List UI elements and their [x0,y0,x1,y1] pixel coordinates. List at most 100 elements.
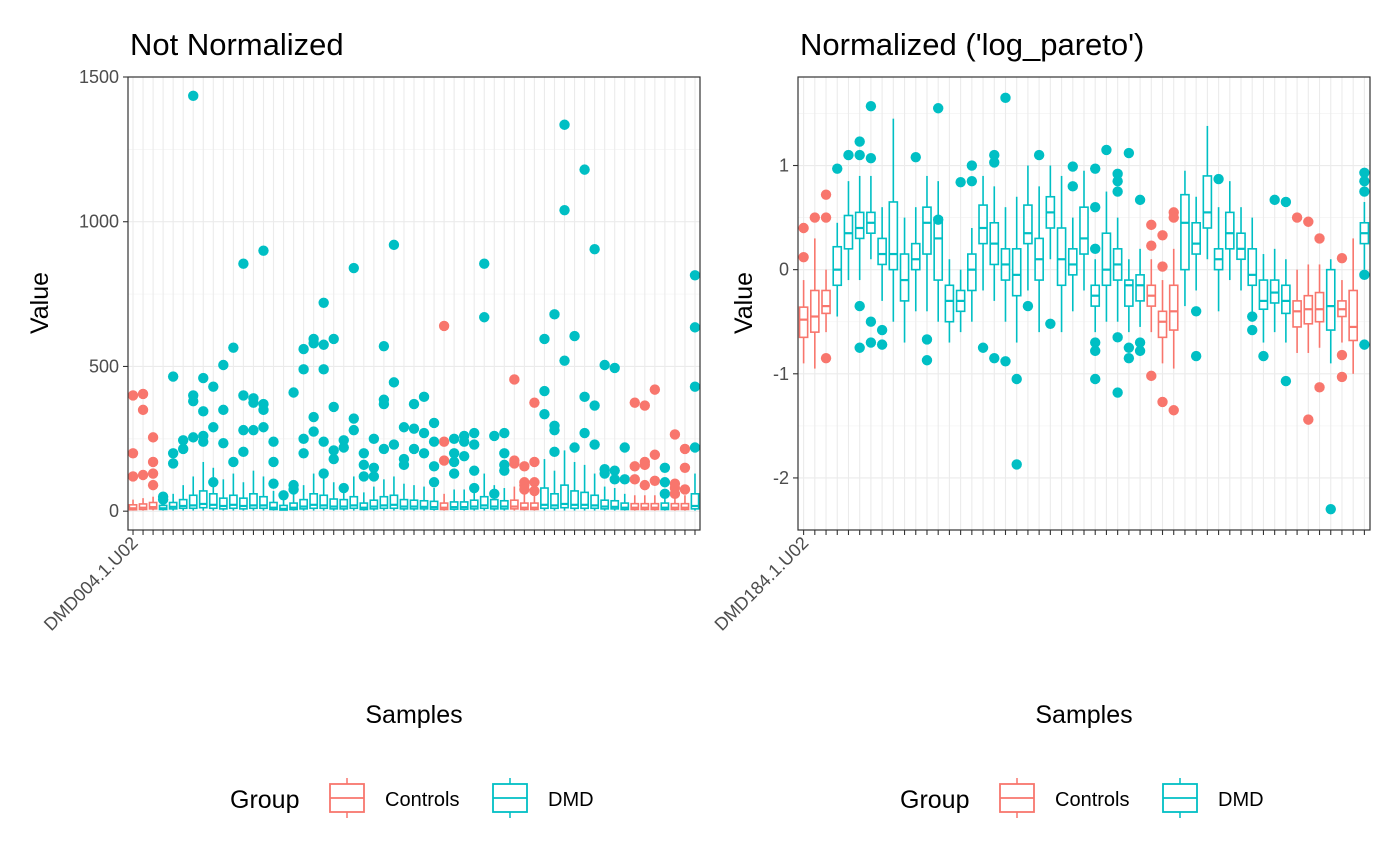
box-body [1168,284,1179,331]
outlier-point [1359,339,1370,350]
legend-label-dmd: DMD [1218,789,1264,811]
box-body [670,502,680,511]
box-body [218,497,228,510]
y-tick-label: -1 [773,364,789,384]
box-body [409,499,419,510]
box-controls [509,374,520,511]
box-body [399,498,409,510]
box-dmd [348,262,359,511]
outlier-point [147,456,159,468]
outlier-point [1190,306,1202,317]
y-tick-label: 1 [779,156,789,176]
box-dmd [248,393,259,511]
y-tick-label: 1500 [79,67,119,87]
box-dmd [589,244,600,511]
outlier-point [378,340,390,352]
outlier-point [218,359,229,371]
outlier-point [308,338,319,349]
outlier-point [1000,356,1011,367]
outlier-point [1000,92,1011,104]
box-body [590,494,600,510]
outlier-point [1123,352,1135,364]
box-dmd [1180,170,1190,307]
box-body [600,499,610,510]
box-body [519,502,529,511]
outlier-point [298,448,309,459]
outlier-point [408,443,420,455]
outlier-point [188,90,199,102]
outlier-point [519,484,530,495]
outlier-point [1269,194,1280,206]
x-axis-right: DMD184.1.U02 [711,530,1365,635]
box-dmd [910,151,921,312]
outlier-point [328,401,339,413]
outlier-point [865,100,877,112]
outlier-point [876,339,888,350]
box-dmd [609,362,620,511]
box-dmd [408,398,420,511]
y-tick-label: 1000 [79,212,119,232]
outlier-point [649,475,661,486]
box-dmd [298,343,309,511]
outlier-point [188,432,199,443]
outlier-point [549,309,560,320]
box-body [339,498,349,510]
legend-key-dmd [1162,778,1198,818]
box-dmd [549,309,560,511]
outlier-point [489,430,500,442]
outlier-point [798,251,809,263]
outlier-point [448,448,460,459]
box-body [489,498,499,510]
outlier-point [865,337,877,348]
outlier-point [438,455,450,466]
outlier-point [358,448,370,459]
legend-key-controls [329,778,365,818]
outlier-point [599,468,610,479]
box-body [978,204,988,245]
box-dmd [167,371,179,511]
outlier-point [358,471,370,482]
outlier-point [1146,219,1157,231]
outlier-point [629,397,640,408]
outlier-point [298,433,309,445]
outlier-point [278,490,289,501]
outlier-point [469,465,480,476]
box-body [660,502,670,511]
outlier-point [649,384,661,395]
box-controls [1303,216,1314,425]
box-body [359,502,369,511]
outlier-point [609,362,620,374]
outlier-point [388,239,400,251]
box-body [238,497,248,510]
box-controls [1336,253,1348,383]
box-dmd [368,433,380,511]
outlier-point [428,477,440,488]
outlier-point [559,204,570,216]
box-body [1281,284,1291,315]
box-body [459,501,469,510]
outlier-point [989,157,1000,168]
box-dmd [1011,196,1022,470]
outlier-point [248,397,259,408]
box-controls [679,443,691,511]
box-controls [438,320,450,511]
legend-key-dmd [492,778,528,818]
outlier-point [328,445,339,456]
outlier-point [418,448,430,459]
box-body [680,502,690,511]
box-body [690,493,700,510]
outlier-point [569,442,580,453]
box-body [1258,279,1269,311]
outlier-point [1157,230,1168,241]
box-body [1292,300,1302,328]
outlier-point [458,436,470,447]
box-dmd [428,417,440,511]
outlier-point [619,474,630,485]
box-controls [639,400,651,511]
box-dmd [888,118,899,322]
outlier-point [248,424,259,436]
box-body [1124,279,1134,307]
box-controls [669,429,681,511]
panel-normalized: Normalized ('log_pareto') -2 -1 0 1 DMD184.… [711,27,1371,729]
box-dmd [458,430,470,511]
